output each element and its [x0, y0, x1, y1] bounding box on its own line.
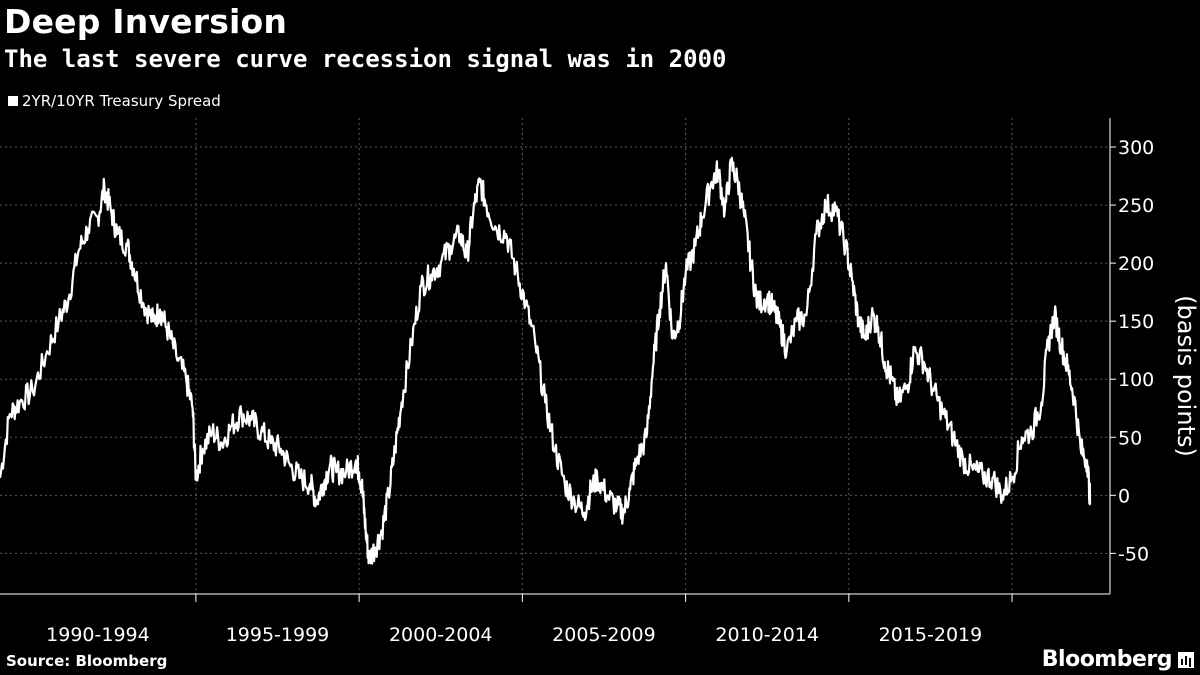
x-tick-label: 1990-1994: [46, 624, 150, 646]
legend: 2YR/10YR Treasury Spread: [8, 92, 221, 110]
x-tick-label: 2010-2014: [715, 624, 819, 646]
x-tick-label: 1995-1999: [226, 624, 330, 646]
x-tick-label: 2000-2004: [389, 624, 493, 646]
y-tick-label: 100: [1118, 369, 1154, 391]
legend-swatch: [8, 96, 18, 106]
bar-chart-icon: [1178, 651, 1194, 668]
y-tick-label: -50: [1118, 543, 1149, 565]
gridlines: [0, 118, 1110, 594]
series-line-spread: [0, 156, 1092, 565]
tick-labels: -50 0 50 100 150 200 250 300 1990-1994 1995-1999 2…: [46, 137, 1200, 646]
series-layer: [0, 156, 1092, 565]
brand-label: Bloomberg: [1041, 647, 1173, 672]
legend-label: 2YR/10YR Treasury Spread: [22, 92, 221, 110]
y-tick-label: 250: [1118, 195, 1154, 217]
axes: [0, 118, 1116, 602]
chart-title: Deep Inversion: [4, 2, 288, 41]
y-tick-label: 300: [1118, 137, 1154, 159]
y-tick-label: 200: [1118, 253, 1154, 275]
chart-subtitle: The last severe curve recession signal w…: [4, 45, 727, 73]
bloomberg-logo: Bloomberg: [1042, 647, 1194, 672]
y-axis-label: (basis points): [1172, 295, 1200, 457]
y-tick-label: 150: [1118, 311, 1154, 333]
source-note: Source: Bloomberg: [6, 652, 168, 670]
x-tick-label: 2005-2009: [552, 624, 656, 646]
y-tick-label: 50: [1118, 427, 1142, 449]
x-tick-label: 2015-2019: [879, 624, 983, 646]
y-tick-label: 0: [1118, 485, 1130, 507]
